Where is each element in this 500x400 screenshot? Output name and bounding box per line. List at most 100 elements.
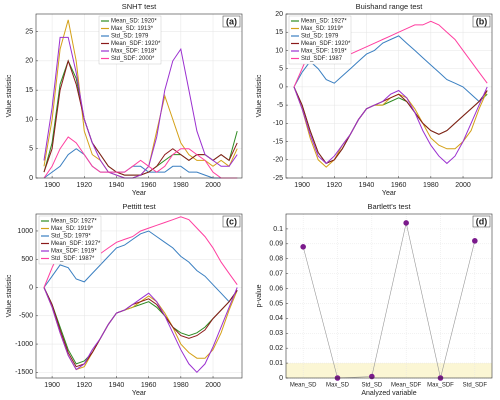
x-tick-label: Mean_SDF xyxy=(391,383,422,389)
legend-label: Max_SDF: 1918* xyxy=(111,49,157,55)
chart-title: Bartlett's test xyxy=(367,202,411,211)
legend-label: Std_SD: 1979* xyxy=(51,234,91,240)
panel-label-box xyxy=(472,215,491,228)
x-tick-label: 1920 xyxy=(326,182,342,189)
x-axis-label: Analyzed variable xyxy=(361,390,416,397)
x-tick-label: 1900 xyxy=(44,182,60,189)
x-tick-label: Max_SD xyxy=(326,383,350,389)
panel-label-box xyxy=(222,15,241,28)
panel-label: (d) xyxy=(476,216,488,226)
y-tick-label: 0.08 xyxy=(269,256,283,263)
data-point xyxy=(403,220,409,226)
y-tick-label: -500 xyxy=(19,313,33,320)
series-line xyxy=(293,86,488,165)
x-tick-label: 1940 xyxy=(359,182,375,189)
panel-label-box xyxy=(472,15,491,28)
y-tick-label: 20 xyxy=(275,11,283,18)
x-tick-label: 1980 xyxy=(423,182,439,189)
y-tick-label: 0.01 xyxy=(269,360,283,367)
x-tick-label: 1960 xyxy=(141,182,157,189)
plot-frame xyxy=(35,213,243,379)
y-tick-label: 10 xyxy=(275,47,283,54)
y-tick-label: 1000 xyxy=(17,228,33,235)
y-tick-label: 0.05 xyxy=(269,300,283,307)
y-axis-label: Value statistic xyxy=(6,74,13,117)
x-tick-label: Max_SDF xyxy=(427,383,454,389)
x-tick-label: 2000 xyxy=(205,382,221,389)
legend-label: Mean_SD: 1927* xyxy=(301,19,347,25)
y-tick-label: -25 xyxy=(273,175,283,182)
x-tick-label: Std_SD xyxy=(361,383,382,389)
y-tick-label: -5 xyxy=(277,102,283,109)
plot-frame xyxy=(285,13,493,179)
legend-label: Max_SDF: 1919* xyxy=(51,249,97,255)
legend-label: Std_SD: 1979 xyxy=(111,34,149,40)
plot-frame xyxy=(285,213,493,379)
x-tick-label: 1900 xyxy=(44,382,60,389)
y-axis-label: Value statistic xyxy=(6,274,13,317)
series-line xyxy=(43,287,238,368)
y-tick-label: 5 xyxy=(279,66,283,73)
y-axis-label: Value statistic xyxy=(256,74,263,117)
legend-box xyxy=(288,15,352,65)
plot-frame xyxy=(35,13,243,179)
legend-box xyxy=(98,15,162,65)
y-tick-label: 500 xyxy=(21,256,33,263)
y-tick-label: 20 xyxy=(25,58,33,65)
x-tick-label: 2000 xyxy=(205,182,221,189)
chart-title: Buishand range test xyxy=(356,2,424,11)
x-tick-label: 1900 xyxy=(294,182,310,189)
y-axis-label: p-value xyxy=(256,284,263,307)
y-tick-label: 0 xyxy=(279,375,283,382)
y-tick-label: 0.04 xyxy=(269,315,283,322)
series-line xyxy=(43,136,238,179)
x-tick-label: 1980 xyxy=(173,382,189,389)
y-tick-label: -1000 xyxy=(15,341,33,348)
legend-box xyxy=(38,215,102,265)
y-tick-label: -1500 xyxy=(15,369,33,376)
legend-label: Std_SDF: 1987* xyxy=(51,256,95,262)
y-tick-label: 0.07 xyxy=(269,270,283,277)
series-line xyxy=(43,287,238,374)
y-tick-label: 0.06 xyxy=(269,285,283,292)
legend-label: Std_SDF: 1987 xyxy=(301,56,343,62)
series-line xyxy=(43,230,238,303)
series-line xyxy=(43,36,238,179)
y-tick-label: 25 xyxy=(25,28,33,35)
y-tick-label: 15 xyxy=(275,29,283,36)
x-axis-label: Year xyxy=(382,190,397,197)
x-tick-label: 1920 xyxy=(76,382,92,389)
y-tick-label: 0.09 xyxy=(269,241,283,248)
x-tick-label: 1940 xyxy=(109,182,125,189)
legend-label: Max_SD: 1919* xyxy=(51,226,94,232)
legend-label: Mean_SDF: 1920* xyxy=(111,41,161,47)
x-tick-label: Std_SDF xyxy=(463,383,488,389)
y-tick-label: 0 xyxy=(29,175,33,182)
y-tick-label: 0.03 xyxy=(269,330,283,337)
series-line xyxy=(302,222,476,379)
legend-label: Mean_SDF: 1920* xyxy=(301,41,351,47)
panel-label: (c) xyxy=(226,216,237,226)
y-tick-label: -15 xyxy=(273,138,283,145)
chart-title: SNHT test xyxy=(122,2,157,11)
series-line xyxy=(43,287,238,365)
data-point xyxy=(300,244,306,250)
chart-title: Pettitt test xyxy=(122,202,156,211)
legend-label: Std_SDF: 2000* xyxy=(111,56,155,62)
x-tick-label: 1940 xyxy=(109,382,125,389)
y-tick-label: 0 xyxy=(279,84,283,91)
panel-label-box xyxy=(222,215,241,228)
y-tick-label: 5 xyxy=(29,146,33,153)
panel-label: (b) xyxy=(476,16,488,26)
x-tick-label: 1960 xyxy=(141,382,157,389)
x-tick-label: Mean_SD xyxy=(290,383,317,389)
legend-label: Max_SD: 1919* xyxy=(301,26,344,32)
x-tick-label: 1960 xyxy=(391,182,407,189)
legend-label: Max_SD: 1913* xyxy=(111,26,154,32)
legend-label: Mean_SD: 1927* xyxy=(51,219,97,225)
legend-label: Mean_SD: 1920* xyxy=(111,19,157,25)
series-line xyxy=(293,35,488,103)
legend-label: Std_SD: 1979 xyxy=(301,34,339,40)
y-tick-label: -10 xyxy=(273,120,283,127)
